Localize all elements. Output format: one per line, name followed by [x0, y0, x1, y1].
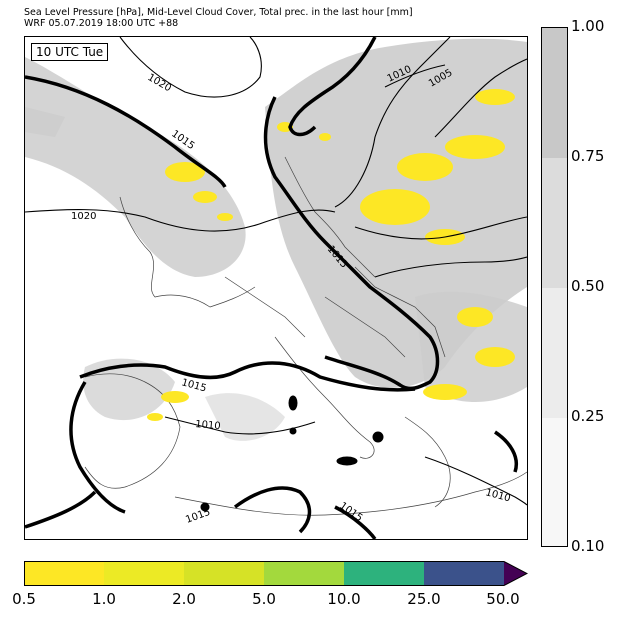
precip-segment: [104, 561, 184, 586]
cc-tick-label: 0.50: [571, 277, 605, 295]
isobar-label: 1010: [195, 419, 221, 432]
precip-tick-label: 5.0: [252, 590, 276, 608]
cc-segment: [542, 158, 567, 288]
isobar-label: 1010: [484, 487, 511, 504]
cc-segment: [542, 418, 567, 546]
isobar-label: 1015: [184, 507, 212, 526]
cc-tick-label: 1.00: [571, 17, 605, 35]
precip-segment: [24, 561, 104, 586]
precip-tick-label: 1.0: [92, 590, 116, 608]
run-info: WRF 05.07.2019 18:00 UTC +88: [24, 18, 179, 29]
isobar-label: 1020: [146, 72, 174, 94]
weather-map: 1020 1015 1020 1010 1005 1015 1015 1010 …: [24, 36, 528, 540]
cloud-cover-colorbar: [541, 27, 568, 547]
isobar-1015-islands: [200, 395, 384, 512]
precip-tick-label: 0.5: [12, 590, 36, 608]
isobar-label: 1015: [180, 377, 207, 394]
precip-tick-label: 50.0: [486, 590, 520, 608]
precip-colorbar: [24, 561, 528, 586]
precip-tick-label: 10.0: [327, 590, 361, 608]
chart-title: Sea Level Pressure [hPa], Mid-Level Clou…: [24, 7, 413, 18]
isobar-label: 1020: [71, 211, 96, 222]
precip-segment: [344, 561, 424, 586]
isobar-label: 1015: [337, 500, 364, 524]
cc-tick-label: 0.75: [571, 147, 605, 165]
precip-colorbar-outline: [24, 561, 528, 586]
precip-extend-arrow: [504, 561, 527, 586]
precip-segment: [424, 561, 504, 586]
cc-tick-label: 0.10: [571, 537, 605, 555]
precip-tick-label: 25.0: [407, 590, 441, 608]
precip-segment: [264, 561, 344, 586]
cc-segment: [542, 288, 567, 418]
map-canvas: 1020 1015 1020 1010 1005 1015 1015 1010 …: [25, 37, 527, 539]
precip-segment: [184, 561, 264, 586]
precip-tick-label: 2.0: [172, 590, 196, 608]
cc-segment: [542, 28, 567, 158]
isobars-thin: [25, 37, 527, 506]
precipitation-layer: [147, 89, 515, 421]
time-label: 10 UTC Tue: [31, 43, 109, 61]
cc-tick-label: 0.25: [571, 407, 605, 425]
isobar-1015-thick: [25, 37, 518, 539]
